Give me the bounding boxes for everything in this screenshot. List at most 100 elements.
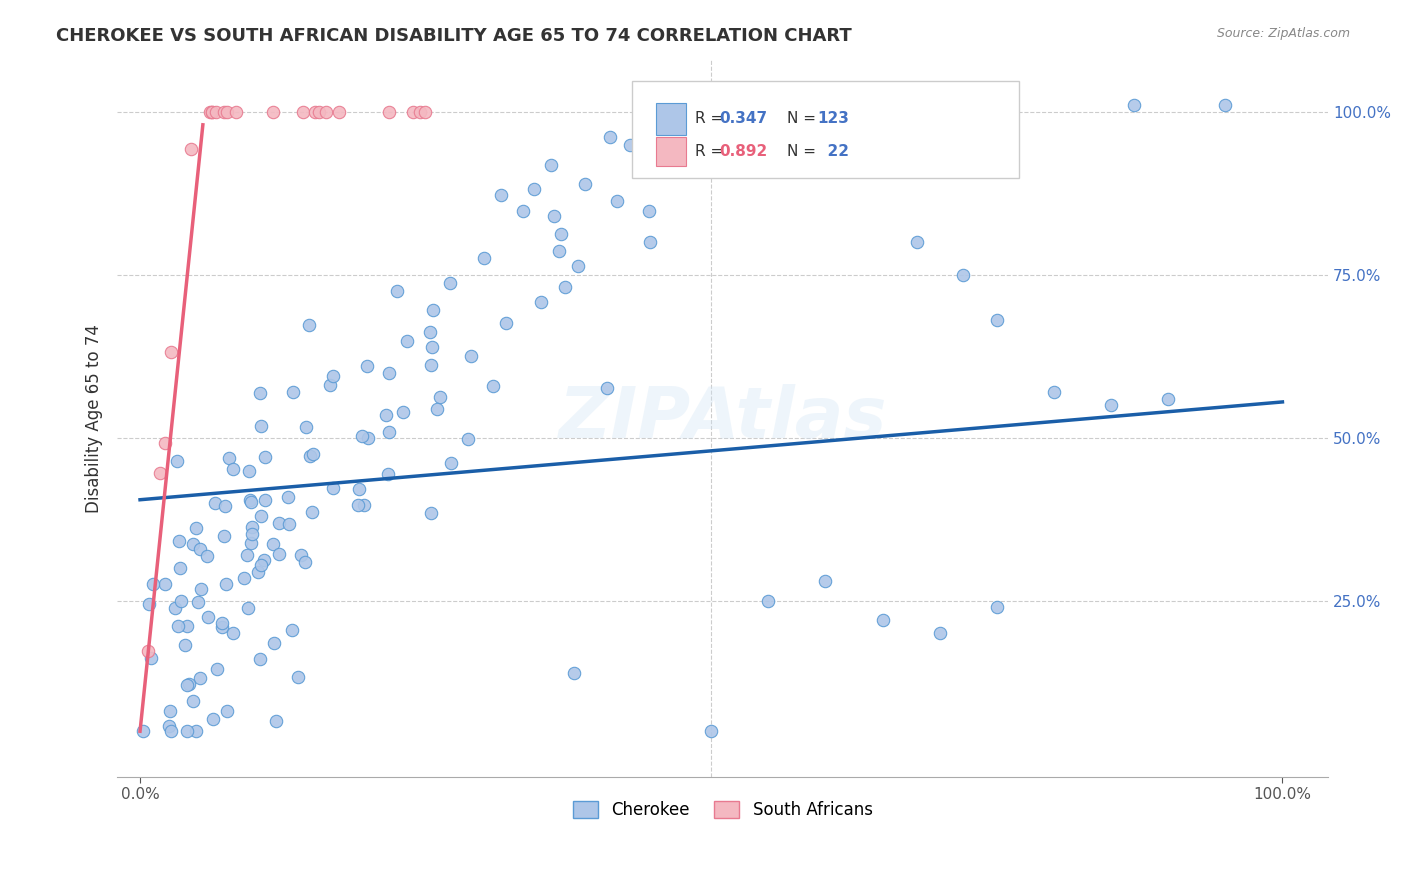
Point	[240, 536, 263, 550]
Point	[304, 104, 326, 119]
Point	[523, 181, 546, 195]
Point	[149, 466, 172, 480]
Point	[401, 104, 423, 119]
Point	[169, 561, 191, 575]
Point	[986, 313, 1008, 327]
Point	[264, 714, 287, 728]
Point	[596, 382, 619, 396]
Point	[187, 594, 209, 608]
Point	[160, 345, 183, 359]
Legend: Cherokee, South Africans: Cherokee, South Africans	[565, 795, 879, 826]
Point	[142, 576, 165, 591]
Point	[489, 188, 512, 202]
Point	[173, 638, 195, 652]
Point	[204, 104, 226, 119]
Text: ZIPAtlas: ZIPAtlas	[558, 384, 887, 453]
Point	[482, 378, 505, 392]
Point	[287, 670, 309, 684]
Point	[236, 601, 259, 615]
Y-axis label: Disability Age 65 to 74: Disability Age 65 to 74	[86, 324, 103, 513]
Point	[176, 678, 198, 692]
Point	[377, 467, 399, 482]
Point	[211, 615, 233, 630]
Point	[166, 454, 188, 468]
Point	[378, 104, 401, 119]
Point	[180, 142, 202, 156]
Point	[315, 104, 337, 119]
Point	[169, 593, 191, 607]
Point	[374, 409, 396, 423]
Point	[190, 542, 212, 557]
Point	[302, 447, 325, 461]
Point	[308, 104, 330, 119]
Point	[249, 386, 271, 401]
Text: 123: 123	[817, 111, 849, 126]
Point	[422, 303, 444, 318]
Point	[426, 401, 449, 416]
Point	[195, 549, 218, 563]
Point	[905, 235, 928, 249]
Point	[167, 533, 190, 548]
Point	[1099, 398, 1122, 412]
Point	[254, 492, 277, 507]
Point	[530, 294, 553, 309]
Point	[250, 418, 273, 433]
Point	[543, 209, 565, 223]
Point	[138, 598, 160, 612]
Point	[638, 235, 661, 249]
Point	[495, 316, 517, 330]
Point	[267, 516, 290, 530]
Point	[159, 704, 181, 718]
Text: 0.347: 0.347	[718, 111, 768, 126]
Point	[246, 565, 269, 579]
Point	[574, 177, 596, 191]
Point	[928, 626, 950, 640]
Point	[353, 498, 375, 512]
Point	[201, 104, 224, 119]
Point	[872, 613, 894, 627]
Point	[218, 450, 240, 465]
Point	[619, 138, 641, 153]
Point	[240, 495, 263, 509]
Point	[214, 499, 236, 513]
Point	[240, 527, 263, 541]
Point	[177, 677, 200, 691]
Point	[440, 456, 463, 470]
Text: R =: R =	[695, 111, 728, 126]
Point	[153, 577, 176, 591]
Point	[294, 555, 316, 569]
Point	[233, 571, 256, 585]
Point	[301, 505, 323, 519]
Text: N =: N =	[787, 144, 821, 159]
Point	[262, 104, 284, 119]
Point	[204, 496, 226, 510]
Point	[184, 724, 207, 739]
Point	[548, 244, 571, 258]
Point	[322, 368, 344, 383]
Point	[214, 577, 236, 591]
FancyBboxPatch shape	[631, 81, 1019, 178]
Point	[222, 462, 245, 476]
Text: R =: R =	[695, 144, 728, 159]
Point	[1213, 98, 1236, 112]
Point	[638, 204, 661, 219]
Text: CHEROKEE VS SOUTH AFRICAN DISABILITY AGE 65 TO 74 CORRELATION CHART: CHEROKEE VS SOUTH AFRICAN DISABILITY AGE…	[56, 27, 852, 45]
Point	[606, 194, 628, 208]
Point	[419, 325, 441, 339]
Point	[201, 104, 224, 119]
Point	[420, 358, 443, 372]
Point	[550, 227, 572, 241]
Point	[250, 509, 273, 524]
Point	[190, 582, 212, 597]
Point	[415, 104, 437, 119]
Point	[253, 450, 276, 465]
Point	[357, 431, 380, 445]
Point	[262, 537, 284, 551]
Point	[420, 506, 443, 520]
Text: N =: N =	[787, 111, 821, 126]
Point	[176, 619, 198, 633]
Point	[253, 553, 276, 567]
Point	[181, 537, 204, 551]
Point	[319, 377, 342, 392]
Point	[460, 349, 482, 363]
